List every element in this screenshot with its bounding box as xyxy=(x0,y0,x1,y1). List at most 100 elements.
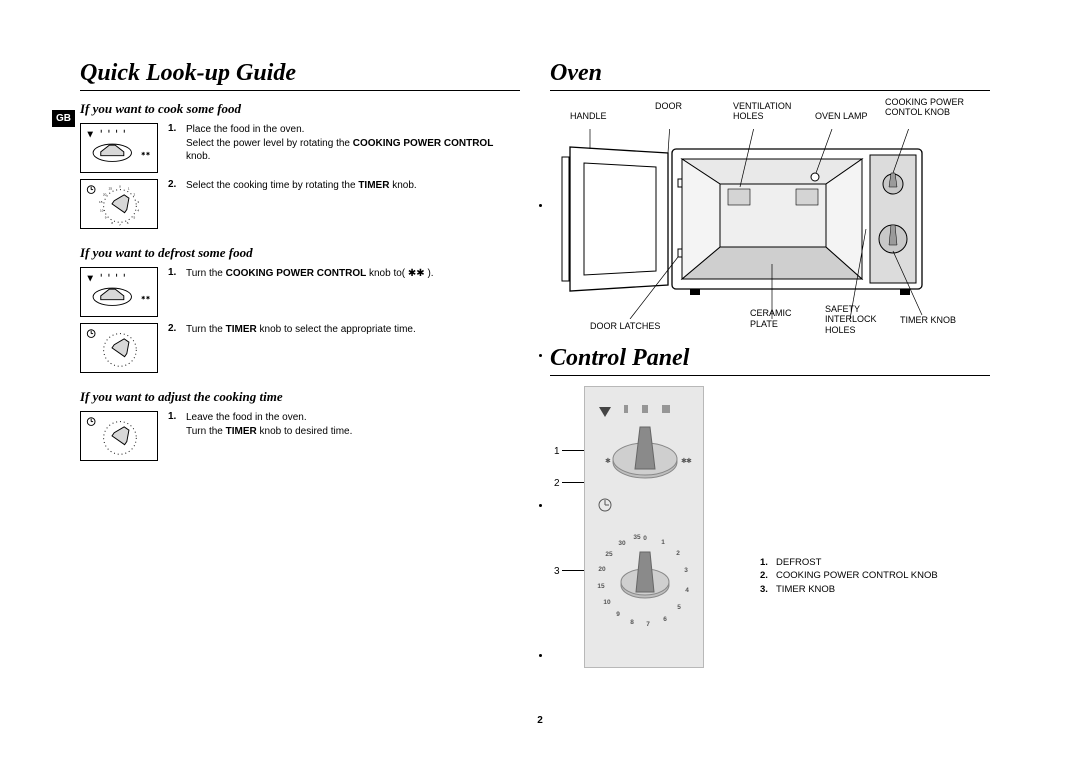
svg-text:2: 2 xyxy=(134,192,136,196)
page-number: 2 xyxy=(537,715,543,726)
svg-text:7: 7 xyxy=(119,223,121,227)
handle-label: HANDLE xyxy=(570,111,607,121)
svg-text:3: 3 xyxy=(684,567,688,574)
timer-knob-icon xyxy=(81,412,157,460)
timer-knob-icon: 0 123 45 6 7 8910 15 2025 xyxy=(81,180,157,228)
power-knob-icon: ✱ ✱ xyxy=(81,124,157,172)
svg-text:5: 5 xyxy=(677,604,681,611)
svg-text:10: 10 xyxy=(100,209,104,213)
svg-text:3: 3 xyxy=(137,200,139,204)
step-tail: knob. xyxy=(389,180,416,191)
svg-text:4: 4 xyxy=(137,209,139,213)
adjust-heading: If you want to adjust the cooking time xyxy=(80,389,520,405)
step-tail: knob to( ✱✱ ). xyxy=(366,268,433,279)
region-badge: GB xyxy=(52,110,75,127)
svg-text:✱: ✱ xyxy=(141,296,145,302)
control-panel-section: Control Panel 1 2 3 xyxy=(550,345,990,668)
timer-knob-thumb xyxy=(80,323,158,373)
power-knob-thumb: ✱ ✱ xyxy=(80,267,158,317)
step-number: 1. xyxy=(168,411,180,422)
step-number: 2. xyxy=(168,179,180,190)
svg-text:9: 9 xyxy=(616,611,620,618)
step-bold: TIMER xyxy=(226,426,257,437)
control-panel-illustration: ✱ ✱ ✱ xyxy=(584,386,704,668)
svg-text:✱: ✱ xyxy=(146,152,150,158)
control-panel-title: Control Panel xyxy=(550,345,990,376)
legend-row: 2.COOKING POWER CONTROL KNOB xyxy=(760,569,938,582)
step-text: Turn the TIMER knob to select the approp… xyxy=(186,323,416,337)
legend-num: 2. xyxy=(760,569,776,582)
callout-1: 1 xyxy=(554,446,560,457)
power-knob-thumb: ✱ ✱ xyxy=(80,123,158,173)
step-row: 2. Turn the TIMER knob to select the app… xyxy=(80,323,520,373)
svg-text:4: 4 xyxy=(685,587,689,594)
svg-text:20: 20 xyxy=(103,192,107,196)
oven-title: Oven xyxy=(550,60,990,91)
svg-text:✱: ✱ xyxy=(605,457,611,465)
timer-knob-thumb xyxy=(80,411,158,461)
svg-text:25: 25 xyxy=(605,551,613,558)
control-panel-legend: 1.DEFROST 2.COOKING POWER CONTROL KNOB 3… xyxy=(760,556,938,596)
svg-text:8: 8 xyxy=(111,221,113,225)
svg-text:8: 8 xyxy=(630,619,634,626)
manual-page: GB Quick Look-up Guide If you want to co… xyxy=(80,60,1000,730)
power-knob-icon: ✱ ✱ xyxy=(81,268,157,316)
svg-text:25: 25 xyxy=(109,187,113,191)
step-bold: COOKING POWER CONTROL xyxy=(353,138,494,149)
legend-row: 1.DEFROST xyxy=(760,556,938,569)
defrost-heading: If you want to defrost some food xyxy=(80,245,520,261)
step-bold: TIMER xyxy=(358,180,389,191)
svg-text:35: 35 xyxy=(633,534,641,541)
callout-3: 3 xyxy=(554,566,560,577)
legend-num: 1. xyxy=(760,556,776,569)
legend-label: COOKING POWER CONTROL KNOB xyxy=(776,569,938,582)
svg-text:2: 2 xyxy=(676,550,680,557)
timer-knob-thumb: 0 123 45 6 7 8910 15 2025 xyxy=(80,179,158,229)
step-row: ✱ ✱ 1. Place the food in the oven. Selec… xyxy=(80,123,520,173)
control-panel-figure: 1 2 3 xyxy=(550,386,750,668)
step-text: Leave the food in the oven. Turn the TIM… xyxy=(186,411,352,438)
step-pretext: Turn the xyxy=(186,324,226,335)
doorlatches-label: DOOR LATCHES xyxy=(590,321,660,331)
step-pretext: Place the food in the oven. Select the p… xyxy=(186,124,353,149)
callout-2: 2 xyxy=(554,478,560,489)
step-row: 1. Leave the food in the oven. Turn the … xyxy=(80,411,520,461)
oven-diagram: DOOR VENTILATION HOLES OVEN LAMP COOKING… xyxy=(550,101,990,331)
step-tail: knob to desired time. xyxy=(257,426,353,437)
step-text: Select the cooking time by rotating the … xyxy=(186,179,417,193)
legend-label: TIMER KNOB xyxy=(776,583,835,596)
svg-text:1: 1 xyxy=(128,187,130,191)
left-column: GB Quick Look-up Guide If you want to co… xyxy=(80,60,520,467)
svg-text:0: 0 xyxy=(643,535,647,542)
timer-knob-icon xyxy=(81,324,157,372)
oven-svg xyxy=(560,129,980,319)
svg-text:✱: ✱ xyxy=(146,296,150,302)
svg-text:0: 0 xyxy=(119,185,121,189)
step-bold: TIMER xyxy=(226,324,257,335)
step-number: 1. xyxy=(168,267,180,278)
step-row: ✱ ✱ 1. Turn the COOKING POWER CONTROL kn… xyxy=(80,267,520,317)
svg-text:✱: ✱ xyxy=(686,457,692,465)
svg-text:20: 20 xyxy=(598,566,606,573)
step-number: 1. xyxy=(168,123,180,134)
svg-text:1: 1 xyxy=(661,539,665,546)
svg-text:15: 15 xyxy=(597,583,605,590)
ovenlamp-label: OVEN LAMP xyxy=(815,111,868,121)
door-label: DOOR xyxy=(655,101,682,111)
step-row: 0 123 45 6 7 8910 15 2025 2. Select the cook… xyxy=(80,179,520,229)
step-number: 2. xyxy=(168,323,180,334)
svg-text:30: 30 xyxy=(618,540,626,547)
right-column: Oven DOOR VENTILATION HOLES OVEN LAMP CO… xyxy=(550,60,990,668)
svg-text:9: 9 xyxy=(105,215,107,219)
ventilation-label: VENTILATION HOLES xyxy=(733,101,803,122)
svg-text:6: 6 xyxy=(127,221,129,225)
svg-text:✱: ✱ xyxy=(141,152,145,158)
svg-text:6: 6 xyxy=(663,616,667,623)
svg-text:15: 15 xyxy=(99,200,103,204)
legend-label: DEFROST xyxy=(776,556,821,569)
step-tail: knob. xyxy=(186,151,210,162)
step-pretext: Select the cooking time by rotating the xyxy=(186,180,358,191)
svg-text:5: 5 xyxy=(134,215,136,219)
step-pretext: Turn the xyxy=(186,268,226,279)
control-panel-svg: ✱ ✱ ✱ xyxy=(585,387,705,669)
